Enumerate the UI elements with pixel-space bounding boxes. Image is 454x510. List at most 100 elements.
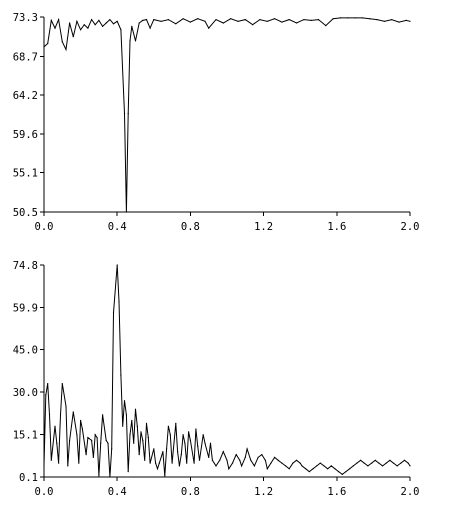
chart-2-x-tick-label: 0.8	[181, 486, 200, 498]
chart-2-data-point	[123, 400, 126, 402]
chart-2-y-tick-label: 0.1	[19, 472, 38, 484]
chart-1-data-point	[87, 27, 89, 29]
chart-1-data-point	[230, 18, 232, 20]
chart-2-data-point	[403, 459, 406, 461]
chart-2-data-point	[129, 434, 131, 436]
chart-1-data-point	[361, 17, 363, 19]
chart-1-data-point	[204, 20, 206, 22]
chart-1-x-tick-label: 0.8	[181, 221, 200, 233]
chart-2-data-point	[349, 468, 351, 470]
chart-2-data-point	[188, 431, 190, 433]
chart-2-data-point	[274, 456, 276, 458]
chart-2-data-point	[134, 408, 137, 410]
chart-2-data-point	[111, 448, 113, 450]
chart-2-data-point	[162, 451, 164, 453]
chart-2-data-point	[239, 459, 241, 461]
chart-1-data-point	[54, 27, 56, 29]
chart-2-data-point	[396, 465, 398, 467]
chart-2-data-point	[288, 468, 290, 470]
chart-2-data-point	[281, 462, 283, 464]
chart-2-data-point	[356, 462, 358, 464]
chart-1-data-point	[274, 18, 276, 20]
chart-2-data-point	[299, 462, 301, 464]
chart-1-data-point	[131, 25, 133, 27]
chart-1-data-point	[237, 20, 239, 22]
chart-1-data-point	[208, 27, 210, 29]
chart-2-data-point	[120, 374, 122, 376]
chart-1-data-point	[153, 19, 155, 21]
chart-1-data-point	[339, 17, 342, 19]
chart-1-data-point	[398, 21, 400, 23]
chart-2-data-point	[319, 462, 321, 464]
chart-1-y-tick-label: 64.2	[13, 90, 38, 102]
chart-2-data-point	[109, 476, 111, 478]
chart-1-data-point	[69, 22, 71, 24]
chart-2-data-point	[323, 465, 325, 467]
chart-2-data-point	[345, 471, 347, 473]
chart-2-data-point	[197, 445, 199, 447]
chart-1-data-point	[175, 23, 177, 25]
chart-2-data-point	[184, 442, 186, 444]
chart-1-data-point	[222, 22, 224, 24]
chart-1-data-point	[127, 113, 129, 115]
chart-1-data-point	[281, 21, 283, 23]
chart-1-data-point	[369, 18, 371, 20]
chart-2-data-point	[235, 454, 237, 456]
chart-2-data-point	[94, 434, 96, 436]
chart-2-data-point	[92, 456, 94, 458]
chart-2-series-line	[43, 264, 411, 478]
chart-2-data-point	[177, 451, 179, 453]
chart-2-y-tick-label: 15.1	[13, 429, 38, 441]
chart-1-data-point	[65, 48, 67, 51]
chart-2-data-point	[47, 383, 49, 385]
chart-2-data-point	[50, 459, 52, 461]
chart-1-data-point	[409, 20, 411, 22]
chart-1-data-point	[160, 20, 162, 22]
chart-2-data-point	[264, 459, 266, 461]
chart-2-x-tick-label: 1.6	[327, 486, 346, 498]
chart-1-data-point	[47, 42, 49, 45]
chart-1-data-point	[149, 27, 151, 29]
chart-2-data-point	[330, 465, 332, 467]
chart-2-data-point	[250, 459, 252, 461]
chart-2-data-point	[338, 471, 340, 473]
chart-2-data-point	[80, 419, 82, 422]
chart-2-data-point	[257, 456, 259, 458]
chart-2-data-point	[45, 394, 47, 396]
chart-1-x-tick-label: 2.0	[401, 221, 420, 233]
chart-2-data-point	[392, 462, 395, 464]
chart-2-data-point	[292, 462, 294, 464]
chart-2-data-point	[136, 425, 138, 427]
chart-2-data-point	[334, 468, 336, 470]
chart-1-data-point	[197, 18, 199, 20]
chart-1-data-point	[142, 19, 144, 21]
chart-2-data-point	[149, 462, 151, 464]
chart-2-data-point	[145, 422, 148, 424]
chart-2-data-point	[305, 468, 307, 470]
chart-1-y-tick-label: 55.1	[13, 168, 38, 180]
chart-1-data-point	[134, 40, 137, 42]
chart-1-data-point	[189, 21, 191, 23]
chart-1-data-point	[105, 22, 107, 24]
chart-1-data-point	[310, 19, 312, 21]
chart-2-data-point	[147, 437, 149, 439]
chart-1-data-point	[332, 18, 334, 20]
chart-2-data-point	[78, 462, 80, 464]
chart-2-data-point	[382, 465, 384, 467]
chart-1-data-point	[43, 46, 45, 48]
chart-1-x-tick-label: 0.4	[108, 221, 127, 233]
chart-2-y-tick-label: 59.9	[13, 302, 38, 314]
chart-2-data-point	[295, 459, 298, 461]
chart-2-data-point	[352, 465, 354, 467]
chart-2-x-tick-label: 2.0	[401, 486, 420, 498]
chart-2-data-point	[96, 437, 98, 439]
chart-1-data-point	[295, 22, 298, 24]
chart-2-data-point	[118, 300, 120, 302]
chart-1-data-point	[252, 24, 254, 26]
chart-2-data-point	[231, 462, 234, 464]
chart-2-data-point	[164, 475, 166, 477]
chart-1-data-point	[376, 19, 378, 21]
chart-2-x-tick-label: 0.4	[108, 486, 127, 498]
chart-2-data-point	[341, 473, 343, 475]
chart-2-data-point	[363, 462, 365, 464]
